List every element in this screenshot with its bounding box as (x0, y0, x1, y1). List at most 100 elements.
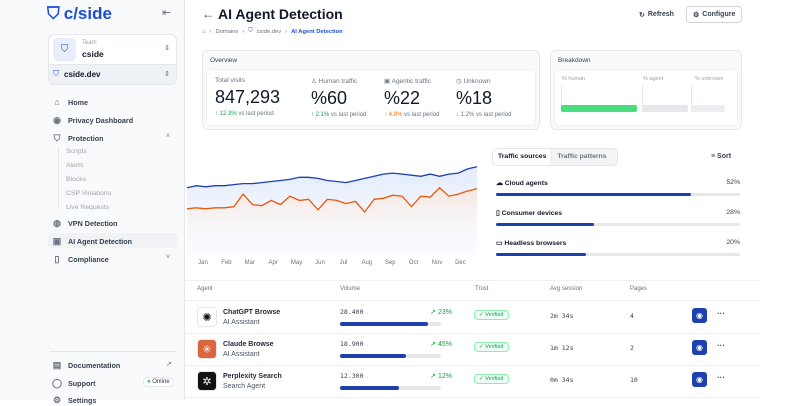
domain-name: cside.dev (64, 70, 101, 79)
globe-icon: ◍ (53, 218, 61, 228)
x-tick-label: May (291, 260, 302, 266)
agent-type: AI Assistant (223, 319, 260, 326)
source-cloud-agents: ☁ Cloud agents 52% (496, 179, 740, 196)
trust-badge: ✓ Verified (474, 310, 509, 320)
col-volume[interactable]: Volume (340, 286, 361, 292)
gear-icon: ⚙ (693, 11, 700, 19)
view-eye-icon[interactable]: ◉ (692, 340, 707, 355)
divider (50, 351, 176, 352)
person-icon: ♙ (311, 78, 317, 85)
shield-icon: ⛉ (248, 28, 253, 34)
col-agent[interactable]: Agent (197, 286, 213, 292)
domain-shield-icon: ⛉ (53, 69, 59, 78)
overview-title: Overview (210, 57, 238, 64)
online-status-badge: ● Online (143, 377, 174, 387)
chevron-up-icon[interactable]: ˄ (166, 133, 171, 140)
sidebar-item-settings[interactable]: ⚙ Settings (52, 395, 97, 405)
volume-value: 28.400 (340, 308, 364, 316)
pages-count: 4 (630, 312, 634, 320)
agent-name: Claude Browse (223, 341, 274, 348)
gear-icon: ⚙ (52, 395, 62, 405)
table-row[interactable]: ✺ ChatGPT Browse AI Assistant 28.400 ↗ 2… (185, 301, 760, 333)
browser-window-icon: ▭ (496, 240, 503, 247)
volume-trend: ↗ 45% (430, 341, 452, 348)
table-row[interactable]: ✳ Claude Browse AI Assistant 18.900 ↗ 45… (185, 333, 760, 365)
agent-logo-icon: ✲ (197, 371, 217, 391)
sort-button[interactable]: ≡ Sort (711, 153, 732, 160)
sidebar-item-ai-agent-detection[interactable]: ▣ AI Agent Detection (52, 236, 133, 246)
avg-session: 1m 12s (550, 344, 574, 352)
breadcrumb-domain[interactable]: cside.dev (256, 28, 282, 35)
active-nav-highlight (48, 233, 178, 248)
source-headless-browsers: ▭ Headless browsers 20% (496, 239, 740, 256)
back-arrow-icon[interactable]: ← (202, 7, 214, 21)
collapse-sidebar-icon[interactable]: ⇤ (162, 7, 172, 19)
agent-name: ChatGPT Browse (223, 309, 281, 316)
x-tick-label: Jun (315, 260, 325, 266)
sidebar-item-privacy-dashboard[interactable]: ◉ Privacy Dashboard (53, 115, 134, 125)
breakdown-label-human: % human (562, 76, 586, 82)
agent-type: Search Agent (223, 383, 266, 390)
sidebar-item-home[interactable]: ⌂ Home (52, 97, 88, 107)
col-avg-session[interactable]: Avg session (550, 286, 583, 292)
book-icon: ▤ (52, 360, 62, 370)
view-eye-icon[interactable]: ◉ (692, 372, 707, 387)
x-tick-label: Jan (198, 260, 208, 266)
x-tick-label: Mar (245, 260, 255, 266)
table-row[interactable]: ✲ Perplexity Search Search Agent 12.300 … (185, 365, 760, 397)
stat-total-visits: Total visits 847,293 ↑ 12.3% vs last perio… (215, 77, 281, 117)
x-tick-label: Feb (221, 260, 232, 266)
traffic-chart: Jan Feb Mar Apr May Jun Jul Aug Sep Oct Nov Dec (187, 166, 478, 266)
sidebar-subitem-blocks[interactable]: Blocks (66, 176, 87, 183)
chevron-down-icon[interactable]: ˅ (166, 254, 171, 261)
x-tick-label: Nov (432, 260, 443, 266)
traffic-tabs: Traffic sources Traffic patterns (492, 148, 618, 166)
team-switcher[interactable]: ⛉ Team cside ⇕ ⛉ cside.dev ⇕ (48, 34, 177, 85)
breakdown-bar-human (561, 105, 637, 112)
tab-traffic-sources[interactable]: Traffic sources (493, 149, 553, 165)
series-line-1 (187, 186, 478, 214)
configure-button[interactable]: ⚙ Configure (686, 6, 743, 23)
refresh-button[interactable]: ↻ Refresh (639, 11, 674, 19)
more-options-icon[interactable]: ··· (717, 309, 725, 318)
agent-logo-icon: ✺ (197, 307, 217, 327)
bot-icon: ▣ (52, 236, 62, 246)
x-tick-label: Oct (409, 260, 419, 266)
team-shield-icon: ⛉ (53, 38, 76, 61)
x-tick-label: Dec (455, 260, 466, 266)
agent-name: Perplexity Search (223, 373, 282, 380)
tab-traffic-patterns[interactable]: Traffic patterns (557, 153, 607, 160)
volume-value: 12.300 (340, 372, 364, 380)
chevron-updown-icon[interactable]: ⇕ (164, 45, 170, 52)
sidebar-item-compliance[interactable]: ▯ Compliance (52, 254, 109, 265)
view-eye-icon[interactable]: ◉ (692, 308, 707, 323)
chat-bubble-icon: ◯ (52, 378, 63, 388)
sidebar-subitem-alerts[interactable]: Alerts (66, 162, 84, 169)
sidebar-item-protection[interactable]: ⛉ Protection (53, 133, 104, 143)
clock-icon: ◷ (456, 78, 462, 85)
sidebar-subitem-live-requests[interactable]: Live Requests (66, 204, 110, 211)
breadcrumb-domains[interactable]: Domains (215, 28, 239, 35)
col-trust[interactable]: Trust (475, 286, 489, 292)
avg-session: 2m 34s (550, 312, 574, 320)
brand-logo[interactable]: ⛉ c/side (47, 4, 112, 23)
domain-switcher[interactable]: ⛉ cside.dev ⇕ (49, 65, 176, 85)
source-consumer-devices: ▯ Consumer devices 28% (496, 209, 740, 226)
home-icon[interactable]: ⌂ (202, 28, 206, 35)
sidebar-item-support[interactable]: ◯ Support (52, 378, 96, 388)
sidebar-subitem-csp-violations[interactable]: CSP Violations (66, 190, 112, 197)
more-options-icon[interactable]: ··· (717, 373, 725, 382)
subnav-line (58, 147, 59, 209)
page-title: AI Agent Detection (218, 6, 343, 22)
external-link-icon: ↗ (166, 361, 172, 368)
team-label: Team (82, 40, 97, 46)
col-pages[interactable]: Pages (630, 286, 648, 292)
more-options-icon[interactable]: ··· (717, 341, 725, 350)
sidebar-subitem-scripts[interactable]: Scripts (66, 148, 87, 155)
sidebar-item-documentation[interactable]: ▤ Documentation (52, 360, 121, 370)
sidebar-item-vpn-detection[interactable]: ◍ VPN Detection (53, 218, 118, 228)
trust-badge: ✓ Verified (474, 374, 509, 384)
x-tick-label: Aug (361, 260, 372, 266)
team-name: cside (82, 49, 104, 59)
x-tick-label: Apr (269, 260, 278, 266)
